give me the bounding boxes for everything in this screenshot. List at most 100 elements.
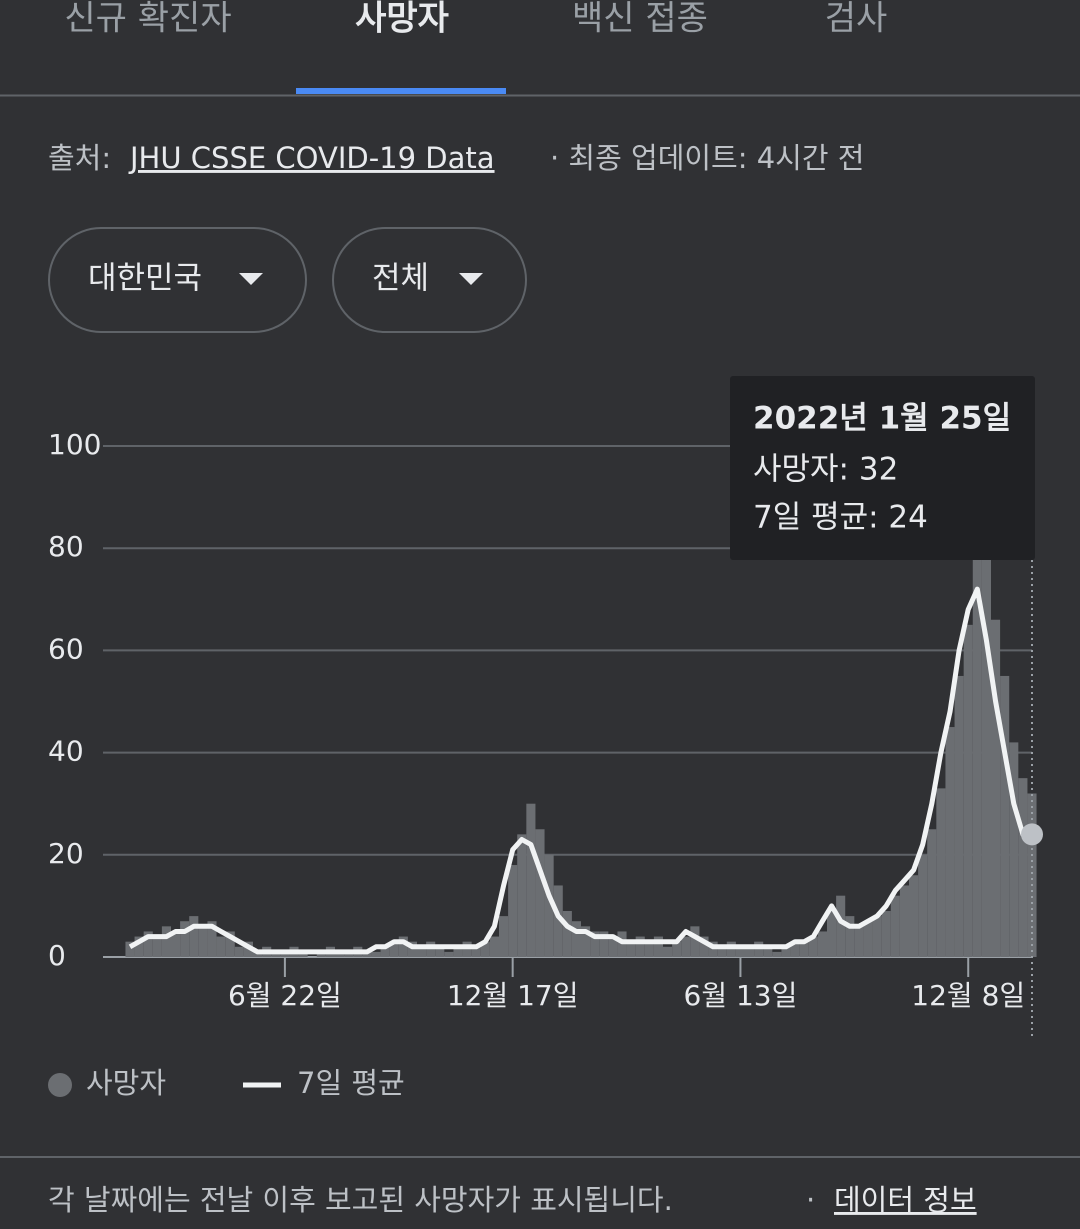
- bar: [471, 946, 481, 957]
- bar: [207, 921, 217, 957]
- bar: [407, 941, 417, 957]
- bar: [444, 951, 454, 957]
- y-tick-label: 20: [48, 837, 84, 870]
- source-label: 출처:: [48, 141, 111, 175]
- bar: [280, 951, 290, 957]
- bar: [316, 951, 326, 957]
- bar: [608, 936, 618, 957]
- dropdown-arrow: [239, 273, 263, 285]
- bar: [626, 941, 636, 957]
- tooltip: [730, 376, 1035, 560]
- source-link[interactable]: JHU CSSE COVID-19 Data: [128, 141, 495, 175]
- bar: [963, 624, 973, 957]
- bar: [763, 946, 773, 957]
- bar: [571, 921, 581, 957]
- bar: [781, 946, 791, 957]
- chart: 0 20 40 60 80 100 6월 22일 12월 17일 6월 13일 12월 8일 202…: [48, 376, 1043, 1100]
- bar: [909, 875, 919, 957]
- bar: [735, 946, 745, 957]
- tab[interactable]: 검사: [825, 0, 888, 39]
- bar: [180, 921, 190, 957]
- bar: [526, 803, 536, 957]
- y-tick-label: 0: [48, 939, 66, 972]
- bar: [644, 941, 654, 957]
- bar: [799, 941, 809, 957]
- tab[interactable]: 백신 접종: [572, 0, 708, 39]
- tooltip-average: 7일 평균: 24: [753, 500, 928, 536]
- y-tick-label: 40: [48, 735, 84, 768]
- bar: [817, 931, 827, 957]
- dropdown[interactable]: [48, 227, 307, 333]
- bar: [134, 936, 144, 957]
- bar: [417, 946, 427, 957]
- bar: [161, 926, 171, 957]
- bar: [426, 941, 436, 957]
- bar: [836, 895, 846, 957]
- dropdown-label[interactable]: 대한민국: [88, 261, 202, 297]
- bar: [918, 854, 928, 957]
- bar: [653, 936, 663, 957]
- bar: [1027, 793, 1037, 957]
- bar: [544, 854, 554, 957]
- bar: [535, 829, 545, 957]
- bar: [872, 916, 882, 957]
- bar: [499, 916, 509, 957]
- x-tick-label: 6월 22일: [228, 979, 342, 1012]
- bar: [854, 926, 864, 957]
- dropdown[interactable]: [332, 227, 527, 333]
- bar: [890, 895, 900, 957]
- bar: [863, 921, 873, 957]
- bar: [480, 941, 490, 957]
- x-tick-label: 12월 17일: [447, 979, 579, 1012]
- bar: [708, 941, 718, 957]
- tab[interactable]: 신규 확진자: [64, 0, 231, 39]
- bar: [253, 951, 263, 957]
- bar: [972, 548, 982, 957]
- bar: [991, 619, 1001, 957]
- bar: [344, 951, 354, 957]
- bar: [745, 946, 755, 957]
- bar: [435, 946, 445, 957]
- bar: [380, 946, 390, 957]
- tab-active[interactable]: 사망자: [355, 0, 449, 39]
- bar: [790, 941, 800, 957]
- average-line: [128, 586, 1032, 955]
- bar: [517, 834, 527, 957]
- bar: [198, 926, 208, 957]
- bar: [143, 931, 153, 957]
- y-tick-label: 80: [48, 530, 84, 563]
- bar: [1000, 675, 1010, 957]
- bar: [663, 946, 673, 957]
- bar: [389, 941, 399, 957]
- bar: [936, 788, 946, 957]
- bar: [371, 951, 381, 957]
- bar: [599, 931, 609, 957]
- bar: [362, 951, 372, 957]
- bar: [981, 558, 991, 957]
- bar: [298, 951, 308, 957]
- bar: [553, 885, 563, 957]
- footer-separator: ·: [806, 1183, 815, 1217]
- bar: [335, 951, 345, 957]
- bar: [617, 931, 627, 957]
- bar: [881, 911, 891, 957]
- update-time: · 최종 업데이트: 4시간 전: [550, 141, 864, 175]
- legend-label: 7일 평균: [297, 1066, 405, 1100]
- bar: [489, 936, 499, 957]
- dropdown-label[interactable]: 전체: [372, 261, 429, 297]
- bar: [845, 916, 855, 957]
- x-tick-label: 12월 8일: [911, 979, 1025, 1012]
- bar: [508, 865, 518, 957]
- legend-label: 사망자: [86, 1066, 166, 1100]
- footer-note: 각 날짜에는 전날 이후 보고된 사망자가 표시됩니다.: [48, 1183, 673, 1217]
- dropdown-arrow: [459, 273, 483, 285]
- bar: [125, 941, 135, 957]
- y-tick-label: 60: [48, 632, 84, 665]
- bar: [271, 951, 281, 957]
- footer-link[interactable]: 데이터 정보: [834, 1183, 977, 1217]
- bar: [772, 951, 782, 957]
- tab-indicator: [296, 88, 506, 94]
